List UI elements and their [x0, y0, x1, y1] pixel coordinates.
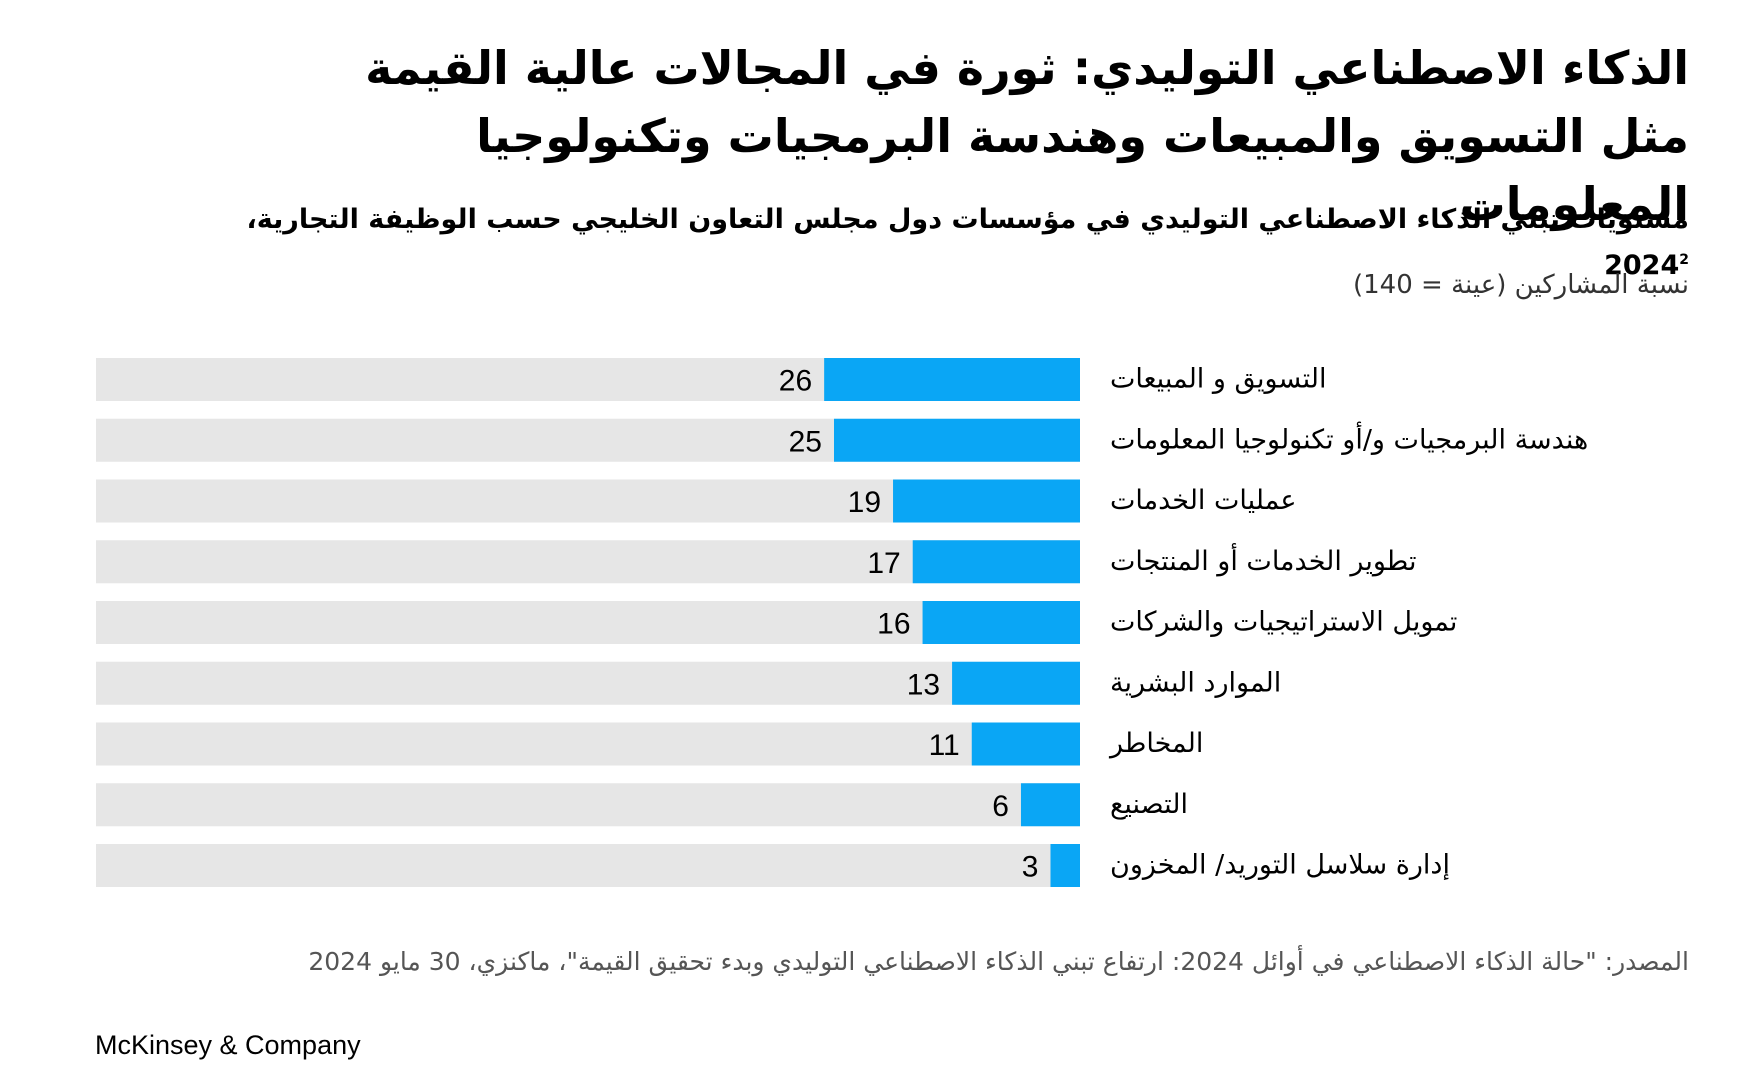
- bar-value-label: 26: [779, 365, 812, 398]
- subtitle-text: مستويات تبني الذكاء الاصطناعي التوليدي ف…: [246, 204, 1689, 235]
- category-label: تمويل الاستراتيجيات والشركات: [1110, 607, 1457, 638]
- bar: [922, 601, 1080, 644]
- bar-value-label: 6: [992, 790, 1009, 823]
- category-label: تطوير الخدمات أو المنتجات: [1110, 542, 1416, 577]
- category-label: عمليات الخدمات: [1110, 485, 1296, 516]
- bar-track: [96, 661, 1080, 705]
- chart-subtitle: مستويات تبني الذكاء الاصطناعي التوليدي ف…: [189, 200, 1689, 286]
- bar: [912, 540, 1080, 584]
- category-label: إدارة سلاسل التوريد/ المخزون: [1110, 850, 1450, 881]
- subtitle-footnote: 2: [1679, 252, 1689, 268]
- chart-title: الذكاء الاصطناعي التوليدي: ثورة في المجا…: [365, 41, 1689, 231]
- bar: [952, 661, 1080, 705]
- bar-track: [96, 601, 1080, 644]
- category-label: التسويق و المبيعات: [1110, 364, 1326, 395]
- bar-value-label: 16: [877, 608, 910, 641]
- bar-track: [96, 722, 1080, 766]
- subtitle-year: 2024: [1604, 250, 1680, 281]
- bar: [824, 358, 1080, 401]
- category-label: الموارد البشرية: [1110, 667, 1281, 698]
- bar: [971, 722, 1080, 766]
- bar-value-label: 19: [848, 486, 881, 519]
- bar-value-label: 11: [929, 729, 960, 762]
- bar-chart: 26 التسويق و المبيعات 25 هندسة البرمجيات و/…: [96, 358, 1588, 887]
- bar-track: [96, 844, 1080, 887]
- bar-value-label: 3: [1022, 851, 1039, 884]
- category-label: التصنيع: [1110, 789, 1188, 820]
- bar-track: [96, 783, 1080, 827]
- bar: [1020, 783, 1080, 827]
- category-label: المخاطر: [1108, 728, 1203, 759]
- bar: [1050, 844, 1080, 887]
- bar-value-label: 25: [789, 425, 822, 458]
- bar-value-label: 17: [867, 547, 900, 580]
- category-label: هندسة البرمجيات و/أو تكنولوجيا المعلومات: [1110, 420, 1588, 455]
- bar: [834, 418, 1080, 462]
- brand-logo-text: McKinsey & Company: [95, 1030, 361, 1060]
- bar-value-label: 13: [907, 668, 940, 701]
- bar: [893, 479, 1080, 523]
- unit-label: نسبة المشاركين (عينة = 140): [1352, 270, 1689, 300]
- source-note: المصدر: "حالة الذكاء الاصطناعي في أوائل …: [308, 947, 1689, 976]
